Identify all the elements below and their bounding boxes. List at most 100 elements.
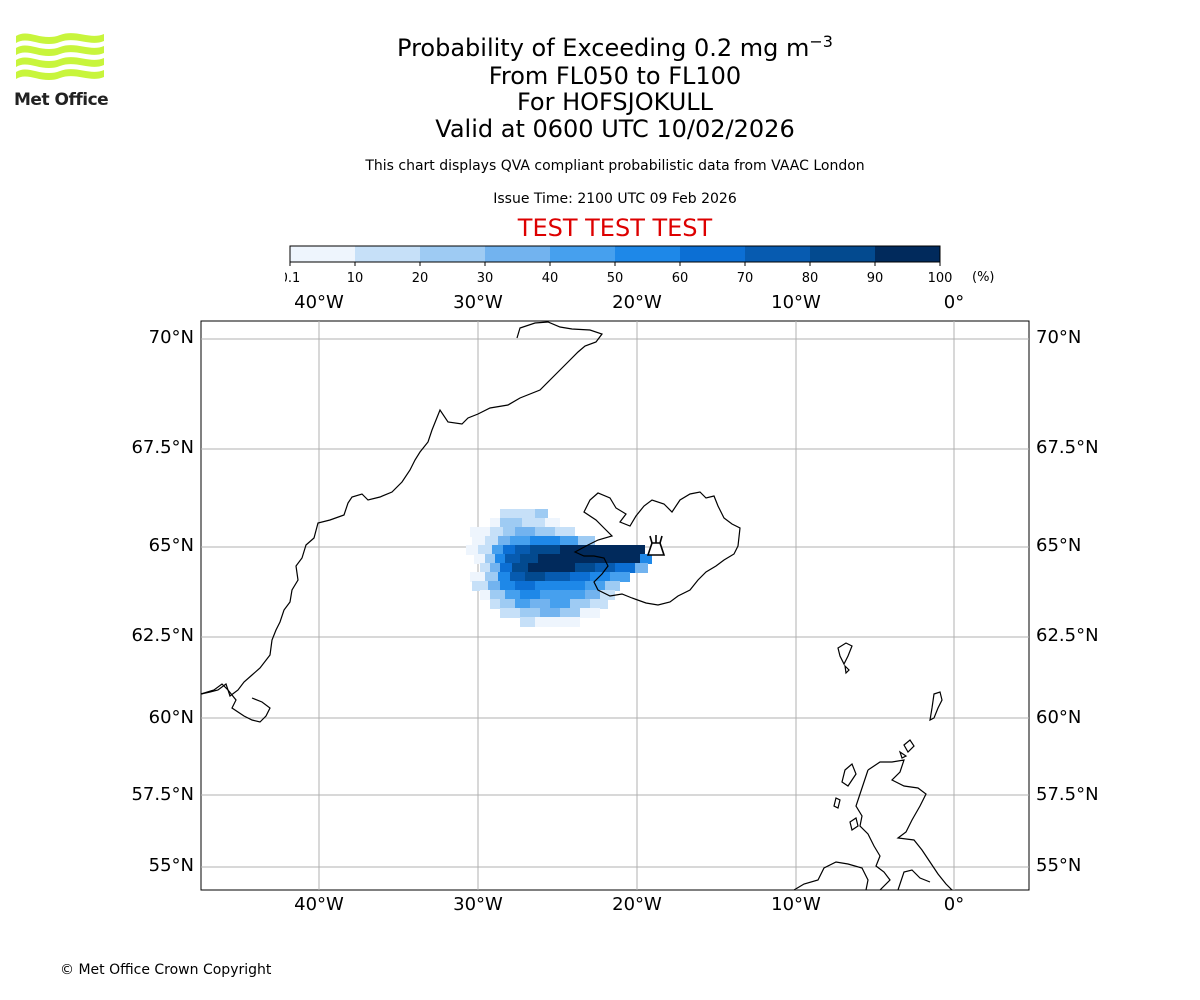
lat-label-left: 60°N — [148, 707, 194, 728]
probability-cell — [498, 536, 510, 546]
probability-field — [466, 509, 652, 627]
probability-cell — [590, 572, 610, 582]
probability-cell — [540, 590, 560, 600]
probability-cell — [538, 554, 560, 564]
lon-label-top: 0° — [943, 292, 965, 313]
probability-cell — [522, 518, 545, 528]
probability-cell — [478, 545, 492, 555]
probability-cell — [500, 608, 520, 618]
lat-label-left: 62.5°N — [131, 625, 194, 646]
lon-label-top: 10°W — [771, 292, 821, 313]
probability-cell — [520, 608, 540, 618]
probability-cell — [570, 599, 590, 609]
lat-label-left: 70°N — [148, 327, 194, 348]
probability-cell — [545, 518, 560, 528]
probability-cell — [498, 572, 510, 582]
title-superscript: −3 — [809, 32, 833, 51]
probability-cell — [585, 590, 600, 600]
lon-label-top: 30°W — [453, 292, 503, 313]
probability-cell — [560, 608, 580, 618]
probability-cell — [515, 527, 535, 537]
probability-cell — [530, 545, 560, 555]
probability-cell — [550, 563, 575, 573]
colorbar-segment — [355, 246, 420, 262]
lat-label-right: 65°N — [1036, 535, 1082, 556]
probability-cell — [520, 617, 535, 627]
probability-cell — [470, 572, 485, 582]
colorbar-tick-label: 60 — [672, 271, 689, 284]
colorbar-segment — [420, 246, 485, 262]
probability-cell — [580, 608, 600, 618]
probability-cell — [500, 509, 535, 519]
coastlines — [200, 321, 953, 891]
lat-label-right: 70°N — [1036, 327, 1082, 348]
lat-label-left: 57.5°N — [131, 784, 194, 805]
probability-cell — [503, 545, 515, 555]
title-main: Probability of Exceeding 0.2 mg m — [397, 34, 810, 62]
colorbar: 0.1 10 20 30 40 50 60 70 80 90 100 — [285, 245, 952, 284]
probability-cell — [520, 554, 538, 564]
probability-cell — [505, 590, 520, 600]
probability-cell — [485, 554, 495, 564]
colorbar-unit: (%) — [972, 270, 995, 285]
valid-time: Valid at 0600 UTC 10/02/2026 — [435, 115, 795, 143]
probability-cell — [503, 527, 515, 537]
met-office-waves-icon — [16, 33, 104, 81]
probability-cell — [500, 599, 515, 609]
probability-cell — [505, 554, 520, 564]
probability-cell — [535, 617, 548, 627]
coast-greenland-south — [200, 683, 271, 723]
lon-label-bottom: 30°W — [453, 894, 503, 915]
lat-label-right: 67.5°N — [1036, 437, 1099, 458]
probability-cell — [595, 563, 615, 573]
probability-cell — [515, 545, 530, 555]
probability-cell — [535, 509, 548, 519]
colorbar-tick-label: 80 — [802, 271, 819, 284]
probability-cell — [480, 563, 490, 573]
probability-cell — [470, 527, 490, 537]
logo-text: Met Office — [14, 90, 109, 110]
probability-cell — [550, 599, 570, 609]
probability-cell — [472, 536, 485, 546]
colorbar-tick-label: 90 — [867, 271, 884, 284]
lon-label-bottom: 0° — [943, 894, 965, 915]
lat-label-left: 65°N — [148, 535, 194, 556]
colorbar-segment — [745, 246, 810, 262]
probability-cell — [490, 563, 500, 573]
colorbar-tick-label: 50 — [607, 271, 624, 284]
lon-label-bottom: 20°W — [612, 894, 662, 915]
colorbar-segment — [680, 246, 745, 262]
colorbar-segment — [485, 246, 550, 262]
probability-cell — [485, 572, 498, 582]
lat-label-left: 55°N — [148, 855, 194, 876]
probability-cell — [535, 527, 555, 537]
probability-cell — [512, 563, 528, 573]
lon-label-bottom: 10°W — [771, 894, 821, 915]
probability-cell — [635, 563, 648, 573]
colorbar-tick-label: 40 — [542, 271, 559, 284]
probability-cell — [472, 581, 488, 591]
colorbar-segment — [290, 246, 355, 262]
probability-cell — [490, 599, 500, 609]
colorbar-segment — [810, 246, 875, 262]
probability-cell — [490, 518, 500, 528]
colorbar-segment — [550, 246, 615, 262]
probability-cell — [555, 527, 575, 537]
coast-scotland-west — [855, 769, 891, 891]
probability-cell — [578, 536, 595, 546]
probability-cell — [640, 554, 652, 564]
colorbar-tick-label: 10 — [347, 271, 364, 284]
lon-label-top: 20°W — [612, 292, 662, 313]
lat-label-right: 62.5°N — [1036, 625, 1099, 646]
probability-cell — [560, 545, 580, 555]
coast-n-ireland — [897, 869, 931, 891]
probability-cell — [530, 536, 560, 546]
issue-time: Issue Time: 2100 UTC 09 Feb 2026 — [493, 191, 737, 207]
probability-cell — [590, 599, 608, 609]
coast-orkney — [898, 739, 915, 759]
coast-shetland — [929, 691, 943, 722]
probability-cell — [520, 590, 540, 600]
lon-label-bottom: 40°W — [294, 894, 344, 915]
probability-cell — [530, 599, 550, 609]
